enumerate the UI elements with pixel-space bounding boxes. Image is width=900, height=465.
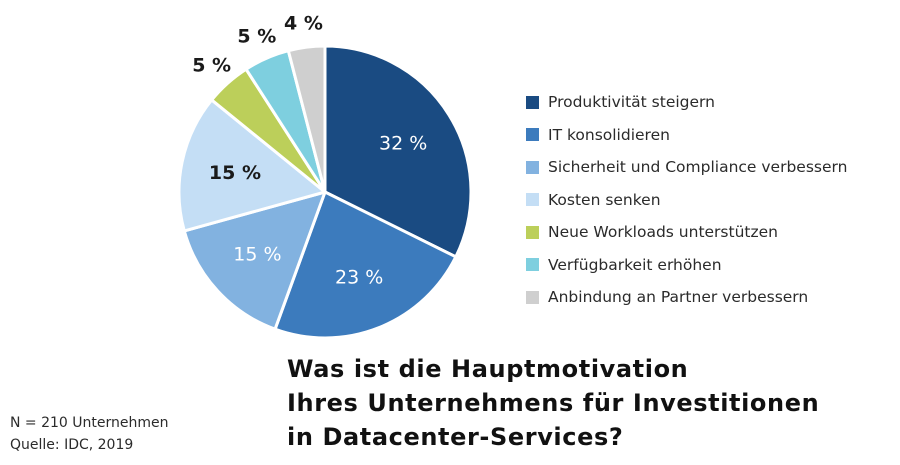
pie-chart: 32 % 23 % 15 % 15 % 5 % 5 % 4 % [177,12,473,340]
legend-swatch [526,160,539,174]
legend-item: IT konsolidieren [526,119,847,152]
chart-title: Was ist die Hauptmotivation Ihres Untern… [287,352,819,454]
legend-item: Anbindung an Partner verbessern [526,281,847,314]
legend-item: Sicherheit und Compliance verbessern [526,151,847,184]
sample-size-note: N = 210 Unternehmen [10,415,169,431]
pie-slice [286,44,327,194]
legend-label: Verfügbarkeit erhöhen [548,255,722,274]
footnote: N = 210 Unternehmen Quelle: IDC, 2019 [10,412,169,456]
legend: Produktivität steigern IT konsolidieren … [526,86,847,314]
slice-value-label: 32 % [379,133,427,155]
legend-swatch [526,225,539,239]
legend-label: Sicherheit und Compliance verbessern [548,158,848,177]
pie-slice [177,98,327,233]
pie-slice [182,190,327,331]
slice-value-label: 23 % [335,266,383,288]
legend-swatch [526,128,539,142]
legend-swatch [526,290,539,304]
legend-label: Kosten senken [548,190,661,209]
legend-label: Anbindung an Partner verbessern [548,288,809,307]
legend-label: Produktivität steigern [548,93,715,112]
slice-value-label: 5 % [237,25,276,47]
pie-slice [323,44,473,259]
pie-slice [273,190,458,340]
legend-label: IT konsolidieren [548,125,670,144]
slice-value-label: 15 % [209,162,261,184]
slice-value-label: 4 % [284,12,323,34]
chart-title-line: in Datacenter-Services? [287,423,624,451]
legend-item: Produktivität steigern [526,86,847,119]
legend-item: Verfügbarkeit erhöhen [526,249,847,282]
slice-value-label: 15 % [233,243,281,265]
chart-title-line: Was ist die Hauptmotivation [287,355,689,383]
legend-swatch [526,258,539,272]
legend-label: Neue Workloads unterstützen [548,223,778,242]
chart-title-line: Ihres Unternehmens für Investitionen [287,389,820,417]
legend-swatch [526,193,539,207]
legend-item: Neue Workloads unterstützen [526,216,847,249]
legend-item: Kosten senken [526,184,847,217]
legend-swatch [526,95,539,109]
source-note: Quelle: IDC, 2019 [10,437,134,453]
slice-value-label: 5 % [192,54,231,76]
